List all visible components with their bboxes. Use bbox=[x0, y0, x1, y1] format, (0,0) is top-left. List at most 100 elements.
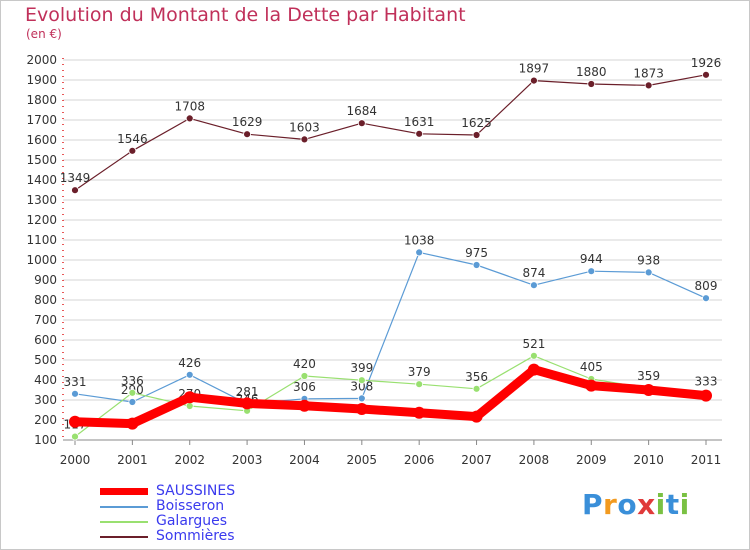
y-tick-label: 2000 bbox=[26, 53, 57, 67]
y-tick-label: 1400 bbox=[26, 173, 57, 187]
data-point bbox=[185, 114, 194, 123]
y-tick-label: 600 bbox=[34, 333, 57, 347]
chart-subtitle: (en €) bbox=[26, 27, 62, 41]
data-point bbox=[357, 119, 366, 128]
data-point bbox=[183, 391, 196, 404]
data-label: 420 bbox=[293, 357, 316, 371]
data-point bbox=[472, 131, 481, 139]
y-tick-label: 300 bbox=[34, 393, 57, 407]
data-label: 874 bbox=[522, 266, 545, 280]
y-tick-label: 1700 bbox=[26, 113, 57, 127]
data-label: 399 bbox=[350, 361, 373, 375]
data-point bbox=[69, 415, 81, 428]
data-point bbox=[585, 379, 598, 392]
y-tick-label: 1800 bbox=[26, 93, 57, 107]
y-tick-label: 900 bbox=[34, 273, 57, 287]
data-label: 1629 bbox=[232, 115, 263, 129]
data-label: 331 bbox=[64, 375, 87, 389]
data-point bbox=[241, 397, 254, 410]
legend-swatch bbox=[100, 488, 148, 495]
legend-swatch bbox=[100, 536, 148, 538]
data-point bbox=[530, 76, 538, 85]
data-label: 379 bbox=[408, 365, 431, 379]
data-point bbox=[128, 388, 137, 397]
plot-area bbox=[63, 60, 722, 440]
logo-letter: i bbox=[679, 488, 690, 521]
legend-label: Sommières bbox=[156, 528, 235, 544]
y-tick-label: 400 bbox=[34, 373, 57, 387]
data-point bbox=[300, 135, 309, 144]
logo-letter: t bbox=[665, 488, 680, 521]
data-point bbox=[185, 370, 194, 379]
data-point bbox=[126, 417, 139, 430]
logo-letter: x bbox=[637, 488, 656, 521]
data-point bbox=[298, 399, 311, 412]
legend-swatch bbox=[100, 506, 148, 508]
data-point bbox=[357, 376, 366, 385]
data-point bbox=[472, 384, 481, 393]
data-point bbox=[530, 351, 538, 360]
data-label: 405 bbox=[580, 360, 603, 374]
data-point bbox=[413, 406, 426, 419]
data-label: 938 bbox=[637, 253, 660, 267]
data-label: 308 bbox=[350, 379, 373, 393]
x-tick-label: 2009 bbox=[576, 453, 607, 467]
series-line-saussines bbox=[70, 365, 711, 429]
data-label: 333 bbox=[695, 374, 718, 388]
y-tick-label: 700 bbox=[34, 313, 57, 327]
chart-title: Evolution du Montant de la Dette par Hab… bbox=[25, 4, 466, 26]
x-tick-label: 2004 bbox=[289, 453, 320, 467]
logo-letter: i bbox=[655, 488, 666, 521]
logo-letter: r bbox=[603, 488, 618, 521]
data-point bbox=[185, 402, 194, 410]
y-tick-label: 100 bbox=[34, 433, 57, 447]
legend-label: Boisseron bbox=[156, 498, 225, 514]
y-tick-label: 1500 bbox=[26, 153, 57, 167]
data-point bbox=[472, 261, 481, 269]
data-label: 1684 bbox=[347, 104, 378, 118]
data-label: 1926 bbox=[691, 56, 722, 70]
x-tick-label: 2002 bbox=[174, 453, 205, 467]
data-point bbox=[644, 81, 653, 90]
data-point bbox=[128, 398, 137, 406]
x-tick-label: 2001 bbox=[117, 453, 148, 467]
x-tick-label: 2000 bbox=[60, 453, 91, 467]
data-label: 1349 bbox=[60, 171, 91, 185]
data-point bbox=[702, 70, 710, 79]
data-point bbox=[128, 146, 137, 155]
series-line-boisseron bbox=[74, 251, 707, 405]
series-line-sommières bbox=[74, 74, 707, 191]
data-label: 1625 bbox=[461, 116, 492, 130]
y-tick-label: 1600 bbox=[26, 133, 57, 147]
data-point bbox=[644, 268, 653, 277]
logo-letter: o bbox=[617, 488, 638, 521]
data-label: 1880 bbox=[576, 65, 607, 79]
y-tick-label: 200 bbox=[34, 413, 57, 427]
data-point bbox=[357, 394, 366, 403]
x-tick-label: 2003 bbox=[232, 453, 263, 467]
data-point bbox=[527, 363, 540, 376]
data-label: 944 bbox=[580, 252, 603, 266]
data-label: 521 bbox=[522, 337, 545, 351]
data-point bbox=[415, 129, 424, 138]
data-label: 1038 bbox=[404, 233, 435, 247]
data-label: 1897 bbox=[519, 62, 550, 76]
legend-label: SAUSSINES bbox=[156, 483, 236, 499]
y-tick-label: 1300 bbox=[26, 193, 57, 207]
legend-label: Galargues bbox=[156, 513, 228, 529]
data-point bbox=[700, 389, 712, 402]
data-point bbox=[530, 281, 538, 290]
data-point bbox=[71, 186, 79, 195]
legend-swatch bbox=[100, 521, 148, 523]
data-point bbox=[355, 403, 368, 415]
y-tick-label: 1000 bbox=[26, 253, 57, 267]
data-point bbox=[415, 380, 424, 389]
y-tick-label: 1200 bbox=[26, 213, 57, 227]
logo-letter: P bbox=[582, 488, 604, 521]
y-tick-label: 500 bbox=[34, 353, 57, 367]
data-point bbox=[587, 267, 596, 276]
data-point bbox=[415, 248, 424, 257]
data-point bbox=[71, 389, 79, 398]
x-tick-label: 2006 bbox=[404, 453, 435, 467]
